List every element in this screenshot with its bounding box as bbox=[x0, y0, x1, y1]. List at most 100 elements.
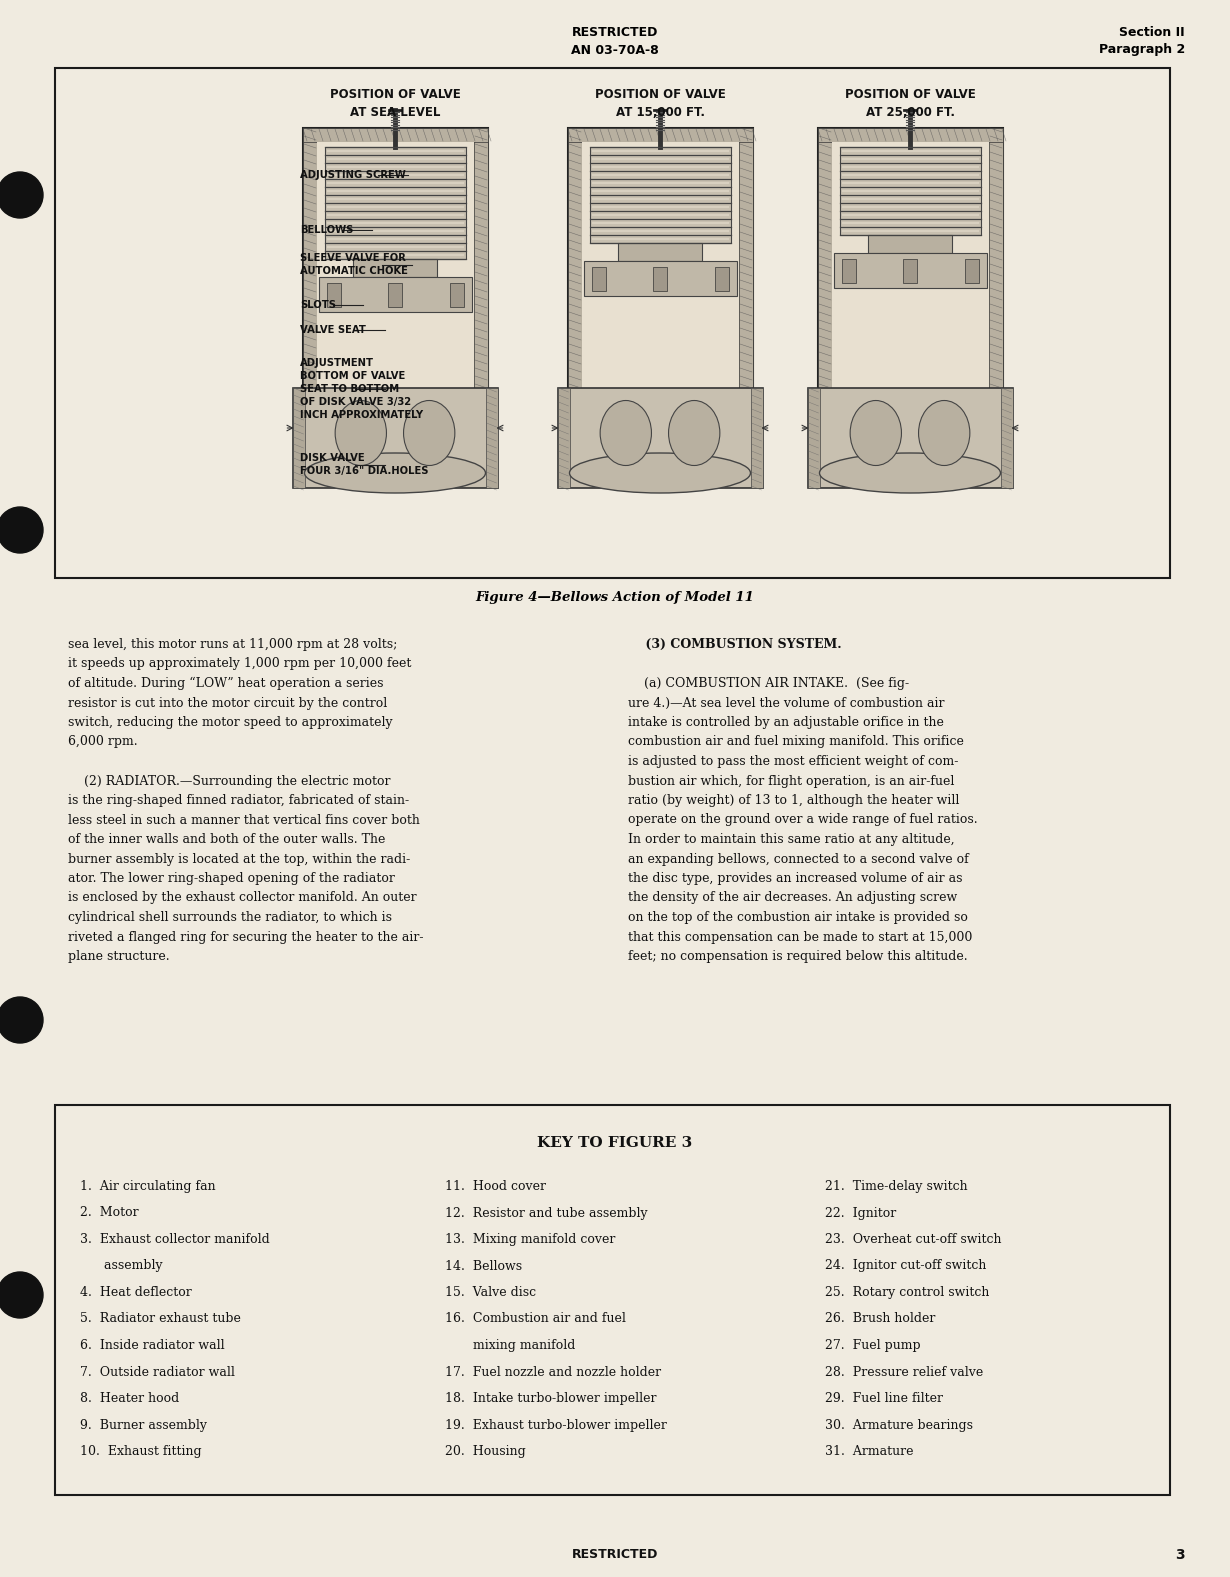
Bar bbox=[327, 166, 464, 169]
Bar bbox=[653, 267, 667, 292]
Text: switch, reducing the motor speed to approximately: switch, reducing the motor speed to appr… bbox=[68, 716, 392, 729]
Text: is the ring-shaped finned radiator, fabricated of stain-: is the ring-shaped finned radiator, fabr… bbox=[68, 793, 410, 807]
Bar bbox=[327, 199, 464, 200]
Bar bbox=[327, 254, 464, 255]
Bar bbox=[327, 246, 464, 248]
Text: riveted a flanged ring for securing the heater to the air-: riveted a flanged ring for securing the … bbox=[68, 930, 423, 943]
Text: intake is controlled by an adjustable orifice in the: intake is controlled by an adjustable or… bbox=[629, 716, 943, 729]
Bar bbox=[590, 147, 731, 243]
Bar bbox=[1000, 388, 1012, 487]
Bar bbox=[557, 388, 569, 487]
Text: that this compensation can be made to start at 15,000: that this compensation can be made to st… bbox=[629, 930, 973, 943]
Bar bbox=[592, 150, 729, 151]
Circle shape bbox=[0, 1273, 43, 1318]
Bar bbox=[592, 158, 729, 159]
Bar bbox=[843, 230, 979, 232]
Text: FOUR 3/16" DIA.HOLES: FOUR 3/16" DIA.HOLES bbox=[300, 465, 428, 476]
Text: 29.  Fuel line filter: 29. Fuel line filter bbox=[825, 1392, 943, 1405]
Bar bbox=[592, 267, 606, 292]
Text: RESTRICTED: RESTRICTED bbox=[572, 25, 658, 38]
Ellipse shape bbox=[569, 453, 750, 494]
Text: the density of the air decreases. An adjusting screw: the density of the air decreases. An adj… bbox=[629, 891, 957, 905]
Text: cylindrical shell surrounds the radiator, to which is: cylindrical shell surrounds the radiator… bbox=[68, 912, 392, 924]
Text: AT 15,000 FT.: AT 15,000 FT. bbox=[615, 106, 705, 118]
Text: KEY TO FIGURE 3: KEY TO FIGURE 3 bbox=[538, 1135, 692, 1150]
Bar bbox=[592, 173, 729, 177]
Text: POSITION OF VALVE: POSITION OF VALVE bbox=[845, 88, 975, 101]
Bar bbox=[808, 388, 819, 487]
Bar bbox=[843, 173, 979, 177]
Bar bbox=[592, 189, 729, 192]
Text: 10.  Exhaust fitting: 10. Exhaust fitting bbox=[80, 1445, 202, 1459]
Text: (3) COMBUSTION SYSTEM.: (3) COMBUSTION SYSTEM. bbox=[629, 639, 841, 651]
Bar bbox=[568, 128, 753, 142]
Text: resistor is cut into the motor circuit by the control: resistor is cut into the motor circuit b… bbox=[68, 697, 387, 710]
Text: 12.  Resistor and tube assembly: 12. Resistor and tube assembly bbox=[445, 1206, 648, 1219]
Bar bbox=[387, 282, 402, 308]
Bar bbox=[592, 238, 729, 240]
Bar bbox=[592, 214, 729, 216]
Bar bbox=[592, 181, 729, 185]
Bar bbox=[617, 243, 702, 262]
Ellipse shape bbox=[919, 401, 969, 465]
Text: 15.  Valve disc: 15. Valve disc bbox=[445, 1285, 536, 1299]
Text: In order to maintain this same ratio at any altitude,: In order to maintain this same ratio at … bbox=[629, 833, 954, 845]
Text: 28.  Pressure relief valve: 28. Pressure relief valve bbox=[825, 1366, 983, 1378]
Text: plane structure.: plane structure. bbox=[68, 949, 170, 964]
Bar bbox=[293, 388, 305, 487]
Bar bbox=[831, 142, 989, 388]
Text: 4.  Heat deflector: 4. Heat deflector bbox=[80, 1285, 192, 1299]
Text: 20.  Housing: 20. Housing bbox=[445, 1445, 525, 1459]
Bar bbox=[843, 181, 979, 185]
Bar bbox=[840, 147, 982, 235]
Bar bbox=[592, 222, 729, 224]
Bar bbox=[592, 230, 729, 232]
Text: POSITION OF VALVE: POSITION OF VALVE bbox=[594, 88, 726, 101]
Bar bbox=[750, 388, 763, 487]
Text: 14.  Bellows: 14. Bellows bbox=[445, 1260, 522, 1273]
Bar bbox=[989, 128, 1002, 388]
Text: Section II: Section II bbox=[1119, 25, 1184, 38]
Bar bbox=[818, 128, 1002, 142]
Text: 3: 3 bbox=[1176, 1549, 1184, 1561]
Bar bbox=[584, 262, 737, 296]
Bar bbox=[592, 199, 729, 200]
Text: OF DISK VALVE 3/32: OF DISK VALVE 3/32 bbox=[300, 397, 411, 407]
Bar bbox=[303, 128, 317, 388]
Text: AN 03-70A-8: AN 03-70A-8 bbox=[571, 44, 659, 57]
Ellipse shape bbox=[403, 401, 455, 465]
Text: sea level, this motor runs at 11,000 rpm at 28 volts;: sea level, this motor runs at 11,000 rpm… bbox=[68, 639, 397, 651]
Text: ator. The lower ring-shaped opening of the radiator: ator. The lower ring-shaped opening of t… bbox=[68, 872, 395, 885]
Circle shape bbox=[0, 997, 43, 1042]
Text: 21.  Time-delay switch: 21. Time-delay switch bbox=[825, 1180, 968, 1192]
Text: 17.  Fuel nozzle and nozzle holder: 17. Fuel nozzle and nozzle holder bbox=[445, 1366, 662, 1378]
Text: 6.  Inside radiator wall: 6. Inside radiator wall bbox=[80, 1339, 225, 1351]
Text: SLEEVE VALVE FOR: SLEEVE VALVE FOR bbox=[300, 252, 406, 263]
Text: of the inner walls and both of the outer walls. The: of the inner walls and both of the outer… bbox=[68, 833, 385, 845]
Text: mixing manifold: mixing manifold bbox=[445, 1339, 576, 1351]
Bar bbox=[966, 259, 979, 282]
Text: POSITION OF VALVE: POSITION OF VALVE bbox=[330, 88, 460, 101]
Text: an expanding bellows, connected to a second valve of: an expanding bellows, connected to a sec… bbox=[629, 853, 969, 866]
Bar bbox=[843, 207, 979, 208]
Text: SEAT TO BOTTOM: SEAT TO BOTTOM bbox=[300, 385, 399, 394]
Ellipse shape bbox=[819, 453, 1000, 494]
Bar bbox=[325, 147, 466, 259]
Text: combustion air and fuel mixing manifold. This orifice: combustion air and fuel mixing manifold.… bbox=[629, 735, 964, 749]
Text: ure 4.)—At sea level the volume of combustion air: ure 4.)—At sea level the volume of combu… bbox=[629, 697, 945, 710]
Text: 13.  Mixing manifold cover: 13. Mixing manifold cover bbox=[445, 1233, 615, 1246]
Bar bbox=[818, 128, 1002, 388]
Bar bbox=[843, 166, 979, 169]
Bar bbox=[293, 388, 497, 487]
Bar bbox=[55, 1105, 1170, 1495]
Text: is enclosed by the exhaust collector manifold. An outer: is enclosed by the exhaust collector man… bbox=[68, 891, 417, 905]
Text: 19.  Exhaust turbo-blower impeller: 19. Exhaust turbo-blower impeller bbox=[445, 1418, 667, 1432]
Circle shape bbox=[0, 506, 43, 554]
Text: the disc type, provides an increased volume of air as: the disc type, provides an increased vol… bbox=[629, 872, 963, 885]
Text: INCH APPROXIMATELY: INCH APPROXIMATELY bbox=[300, 410, 423, 419]
Ellipse shape bbox=[335, 401, 386, 465]
Bar bbox=[317, 142, 474, 388]
Bar bbox=[715, 267, 729, 292]
Bar bbox=[319, 278, 472, 312]
Bar bbox=[843, 150, 979, 151]
